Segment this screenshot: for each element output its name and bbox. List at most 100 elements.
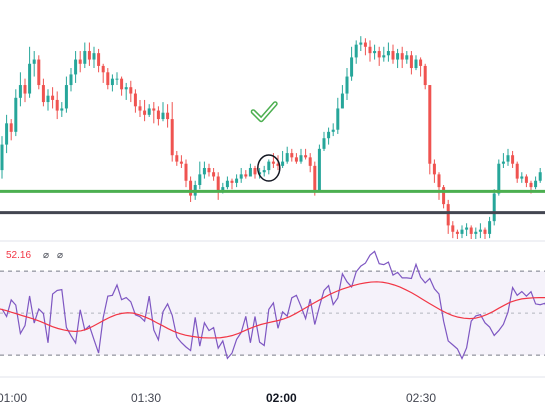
rsi-band-fill <box>0 271 545 356</box>
candle-body <box>161 112 165 120</box>
candle-body <box>0 144 4 171</box>
candle-body <box>184 163 188 181</box>
candle-body <box>110 78 114 86</box>
candle-body <box>497 163 501 194</box>
candle-body <box>451 225 455 232</box>
candle-body <box>152 108 156 111</box>
candle-body <box>5 123 9 145</box>
candle-body <box>322 138 326 149</box>
candle-body <box>538 172 542 181</box>
candle-body <box>437 174 441 188</box>
candle-body <box>396 53 400 60</box>
candle-body <box>143 110 147 115</box>
time-tick: 02:30 <box>406 391 436 405</box>
candle-body <box>386 51 390 56</box>
candle-body <box>225 180 229 188</box>
candle-body <box>262 170 266 173</box>
candle-body <box>9 123 13 132</box>
candle-body <box>221 187 225 192</box>
candle-body <box>235 178 239 183</box>
candle-body <box>350 57 354 77</box>
candle-body <box>92 53 96 60</box>
candle-body <box>428 85 432 164</box>
candle-body <box>478 229 482 232</box>
candle-body <box>129 87 133 94</box>
candle-body <box>534 180 538 188</box>
candle-body <box>166 112 170 120</box>
candle-body <box>400 53 404 60</box>
candle-body <box>281 161 285 166</box>
candle-body <box>446 204 450 226</box>
candle-body <box>64 85 68 109</box>
candle-body <box>327 131 331 139</box>
candle-body <box>373 51 377 54</box>
candle-body <box>529 182 533 188</box>
candle-body <box>345 76 349 94</box>
candle-body <box>285 153 289 162</box>
hide-icon[interactable]: ⌀ <box>57 250 63 261</box>
candle-body <box>276 163 280 166</box>
candle-body <box>511 155 515 164</box>
candle-body <box>455 231 459 234</box>
candle-body <box>60 108 64 111</box>
candle-body <box>520 176 524 179</box>
time-tick: 02:00 <box>266 391 297 405</box>
candle-body <box>432 163 436 175</box>
time-axis: 01:00 01:30 02:00 02:30 <box>0 376 545 405</box>
candle-body <box>69 74 73 86</box>
candle-body <box>419 59 423 66</box>
candle-body <box>469 227 473 234</box>
candle-body <box>32 59 36 64</box>
candle-body <box>101 65 105 73</box>
candle-body <box>198 174 202 185</box>
candle-body <box>409 55 413 69</box>
candle-body <box>244 174 248 177</box>
candle-body <box>331 129 335 132</box>
price-levels <box>0 189 545 215</box>
candle-body <box>124 87 128 90</box>
candle-body <box>492 193 496 222</box>
candle-body <box>74 59 78 75</box>
candle-body <box>28 63 32 94</box>
candle-body <box>267 161 271 171</box>
candle-body <box>474 231 478 234</box>
candle-body <box>304 155 308 158</box>
candle-body <box>524 176 528 183</box>
candle-body <box>156 110 160 120</box>
rsi-line <box>1 250 545 361</box>
highlight-circle <box>257 154 281 182</box>
chart-annotations <box>250 101 281 182</box>
candle-body <box>465 227 469 230</box>
candle-body <box>120 78 124 90</box>
candle-body <box>147 108 151 115</box>
candle-body <box>46 95 50 103</box>
candle-body <box>442 187 446 205</box>
candle-body <box>405 55 409 60</box>
candle-body <box>138 106 142 111</box>
candle-body <box>488 221 492 234</box>
candle-body <box>37 59 41 86</box>
candle-body <box>253 167 257 175</box>
candle-body <box>290 153 294 158</box>
candle-body <box>317 148 321 192</box>
candle-body <box>78 59 82 64</box>
candle-body <box>115 78 119 80</box>
candle-body <box>414 59 418 69</box>
candle-body <box>515 163 519 179</box>
candlestick-series <box>0 36 542 239</box>
candle-body <box>170 119 174 156</box>
candle-body <box>41 85 45 103</box>
hide-icon[interactable]: ⌀ <box>43 250 49 261</box>
candle-body <box>179 161 183 164</box>
candle-body <box>336 108 340 130</box>
candle-body <box>294 157 298 162</box>
candle-body <box>97 53 101 66</box>
rsi-pane: 52.16 ⌀ ⌀ <box>0 250 545 361</box>
candle-body <box>212 172 216 177</box>
candle-body <box>189 180 193 196</box>
candle-body <box>258 172 262 175</box>
candle-body <box>423 65 427 86</box>
candle-body <box>313 165 317 192</box>
candle-body <box>83 51 87 64</box>
